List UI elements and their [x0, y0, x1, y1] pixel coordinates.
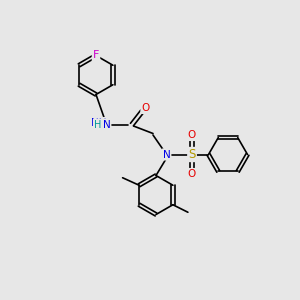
- Text: O: O: [141, 103, 150, 113]
- Text: N: N: [103, 119, 110, 130]
- Text: O: O: [188, 169, 196, 179]
- Text: NH: NH: [91, 118, 107, 128]
- Text: O: O: [188, 130, 196, 140]
- Text: F: F: [93, 50, 99, 61]
- Text: S: S: [188, 148, 196, 161]
- Text: H: H: [94, 119, 101, 130]
- Text: N: N: [163, 149, 170, 160]
